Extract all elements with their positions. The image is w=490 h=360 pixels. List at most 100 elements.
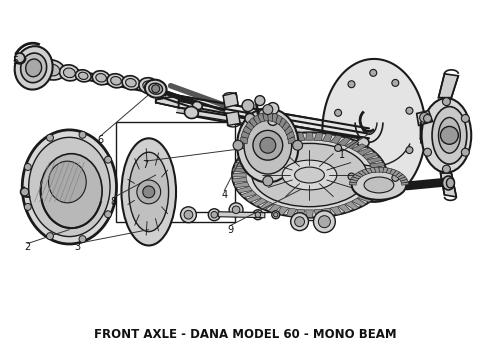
Polygon shape bbox=[374, 167, 379, 172]
Circle shape bbox=[242, 100, 254, 112]
Polygon shape bbox=[241, 152, 257, 159]
Circle shape bbox=[233, 140, 243, 150]
Bar bbox=[116, 122, 235, 222]
Polygon shape bbox=[232, 168, 247, 172]
Polygon shape bbox=[232, 173, 246, 177]
Circle shape bbox=[419, 113, 430, 122]
Circle shape bbox=[406, 147, 413, 154]
Ellipse shape bbox=[229, 203, 243, 217]
Polygon shape bbox=[370, 162, 385, 168]
Polygon shape bbox=[226, 112, 240, 125]
Ellipse shape bbox=[129, 152, 169, 231]
Polygon shape bbox=[296, 209, 305, 217]
Polygon shape bbox=[278, 118, 286, 128]
Text: FRONT AXLE - DANA MODEL 60 - MONO BEAM: FRONT AXLE - DANA MODEL 60 - MONO BEAM bbox=[94, 328, 396, 341]
Polygon shape bbox=[258, 113, 265, 123]
Polygon shape bbox=[287, 208, 297, 217]
Ellipse shape bbox=[15, 46, 52, 90]
Ellipse shape bbox=[364, 177, 394, 193]
Circle shape bbox=[104, 211, 112, 218]
Text: 7: 7 bbox=[143, 160, 149, 170]
Polygon shape bbox=[246, 148, 262, 156]
Polygon shape bbox=[397, 175, 405, 179]
Circle shape bbox=[253, 130, 283, 160]
Polygon shape bbox=[306, 210, 313, 217]
Circle shape bbox=[47, 233, 53, 240]
Polygon shape bbox=[263, 112, 269, 121]
Polygon shape bbox=[253, 198, 268, 206]
Polygon shape bbox=[357, 195, 373, 202]
Polygon shape bbox=[223, 93, 238, 108]
Polygon shape bbox=[363, 152, 378, 159]
Polygon shape bbox=[400, 179, 408, 183]
Polygon shape bbox=[237, 157, 252, 164]
Circle shape bbox=[423, 148, 432, 156]
Ellipse shape bbox=[29, 137, 110, 237]
Polygon shape bbox=[253, 144, 268, 152]
Polygon shape bbox=[249, 118, 257, 128]
Polygon shape bbox=[358, 171, 366, 176]
Circle shape bbox=[370, 184, 377, 192]
Ellipse shape bbox=[421, 98, 471, 172]
Polygon shape bbox=[352, 198, 367, 206]
Ellipse shape bbox=[41, 154, 102, 228]
Circle shape bbox=[79, 131, 86, 138]
Polygon shape bbox=[330, 206, 342, 215]
Polygon shape bbox=[176, 100, 367, 143]
Polygon shape bbox=[370, 182, 385, 188]
Polygon shape bbox=[277, 206, 289, 215]
Circle shape bbox=[263, 176, 273, 186]
Circle shape bbox=[293, 140, 302, 150]
Text: 2: 2 bbox=[24, 243, 31, 252]
Circle shape bbox=[47, 134, 53, 141]
Polygon shape bbox=[246, 121, 254, 131]
Circle shape bbox=[392, 174, 399, 181]
Ellipse shape bbox=[145, 80, 167, 98]
Circle shape bbox=[24, 163, 31, 171]
Polygon shape bbox=[306, 132, 313, 140]
Polygon shape bbox=[351, 177, 359, 181]
Polygon shape bbox=[370, 167, 376, 173]
Circle shape bbox=[152, 85, 160, 93]
Polygon shape bbox=[399, 177, 407, 181]
Circle shape bbox=[24, 203, 31, 210]
Circle shape bbox=[442, 165, 450, 173]
Polygon shape bbox=[268, 204, 281, 213]
Polygon shape bbox=[322, 59, 426, 202]
Circle shape bbox=[267, 103, 279, 114]
Ellipse shape bbox=[273, 212, 278, 217]
Circle shape bbox=[104, 156, 112, 163]
Polygon shape bbox=[386, 168, 392, 174]
Ellipse shape bbox=[22, 130, 117, 244]
Circle shape bbox=[143, 186, 155, 198]
Ellipse shape bbox=[122, 76, 140, 90]
Ellipse shape bbox=[294, 217, 304, 226]
Ellipse shape bbox=[38, 60, 65, 80]
Text: 4: 4 bbox=[221, 190, 227, 200]
Circle shape bbox=[335, 144, 342, 152]
Circle shape bbox=[263, 105, 273, 114]
Polygon shape bbox=[234, 182, 249, 188]
Ellipse shape bbox=[446, 178, 454, 188]
Circle shape bbox=[348, 81, 355, 88]
Text: 5: 5 bbox=[13, 56, 19, 66]
Circle shape bbox=[370, 69, 377, 76]
Polygon shape bbox=[296, 132, 305, 141]
Ellipse shape bbox=[92, 71, 110, 85]
Polygon shape bbox=[367, 186, 382, 193]
Circle shape bbox=[268, 116, 278, 125]
Ellipse shape bbox=[184, 210, 193, 219]
Circle shape bbox=[392, 80, 399, 86]
Polygon shape bbox=[441, 173, 456, 197]
Polygon shape bbox=[322, 134, 333, 142]
Polygon shape bbox=[241, 191, 257, 198]
Polygon shape bbox=[275, 115, 282, 125]
Ellipse shape bbox=[111, 77, 122, 85]
Circle shape bbox=[255, 96, 265, 105]
Ellipse shape bbox=[282, 160, 337, 190]
Polygon shape bbox=[196, 108, 359, 146]
Polygon shape bbox=[382, 167, 388, 173]
Polygon shape bbox=[338, 138, 351, 146]
Polygon shape bbox=[156, 96, 178, 108]
Circle shape bbox=[442, 98, 450, 105]
